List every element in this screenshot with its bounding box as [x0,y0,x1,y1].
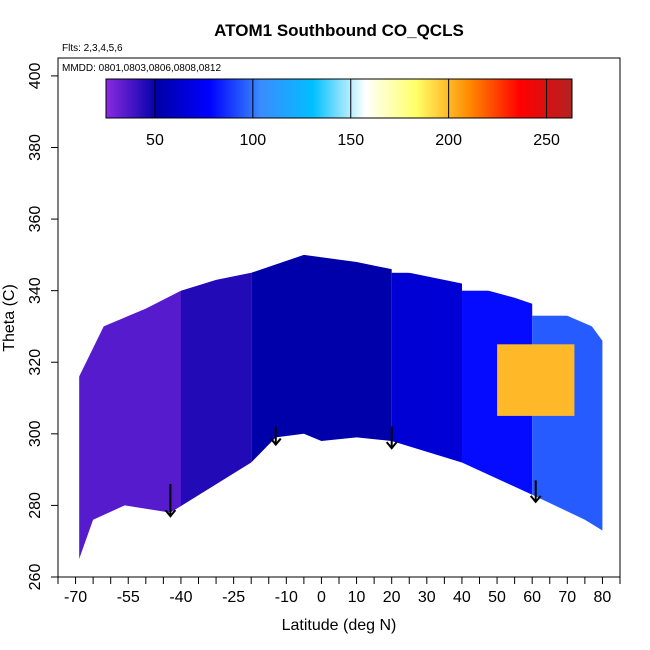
field-region-3 [391,272,462,463]
y-tick-label-0: 260 [27,564,44,591]
x-tick-label-9: 40 [453,589,471,606]
colorbar-tick-label-4: 250 [533,132,560,149]
arrow-marker-0 [164,483,177,518]
y-tick-label-7: 400 [27,62,44,89]
plot-area [79,254,603,560]
field-region-0 [79,290,181,560]
field-region-1 [180,272,252,513]
y-tick-label-6: 380 [27,134,44,161]
x-tick-label-4: -10 [275,589,298,606]
x-tick-label-0: -70 [64,589,87,606]
x-tick-label-5: 0 [317,589,326,606]
arrow-marker-1 [270,426,282,447]
x-tick-label-10: 50 [488,589,506,606]
flights-annotation: Flts: 2,3,4,5,6 [62,43,123,54]
curtain-field [79,254,603,560]
x-tick-label-1: -55 [117,589,140,606]
x-tick-label-3: -25 [222,589,245,606]
y-tick-label-2: 300 [27,420,44,447]
x-tick-label-13: 80 [594,589,612,606]
x-tick-label-7: 20 [383,589,401,606]
arrow-marker-3 [529,480,542,504]
field-region-6 [497,344,575,416]
colorbar-tick-label-3: 200 [435,132,462,149]
x-tick-label-2: -40 [169,589,192,606]
field-region-2 [251,254,392,463]
chart-title: ATOM1 Southbound CO_QCLS [214,21,464,40]
x-tick-label-12: 70 [558,589,576,606]
colorbar-tick-label-0: 50 [146,132,164,149]
y-axis-label: Theta (C) [1,284,18,352]
x-axis-label: Latitude (deg N) [282,617,397,634]
colorbar-tick-label-2: 150 [337,132,364,149]
y-tick-label-3: 320 [27,349,44,376]
colorbar-tick-label-1: 100 [239,132,266,149]
colorbar: 50 100 150 200 250 [105,78,573,149]
y-axis: 260 280 300 320 340 360 380 400 [27,62,58,590]
y-tick-label-4: 340 [27,277,44,304]
x-tick-label-6: 10 [348,589,366,606]
arrow-marker-2 [385,426,398,450]
colorbar-ramp [105,78,573,119]
arrow-markers [164,426,542,518]
x-tick-label-8: 30 [418,589,436,606]
y-tick-label-1: 280 [27,492,44,519]
x-tick-label-11: 60 [523,589,541,606]
y-tick-label-5: 360 [27,206,44,233]
mmdd-annotation: MMDD: 0801,0803,0806,0808,0812 [62,63,221,74]
x-axis: -70 -55 -40 -25 -10 0 10 20 30 40 50 60 70 80 [57,577,621,606]
